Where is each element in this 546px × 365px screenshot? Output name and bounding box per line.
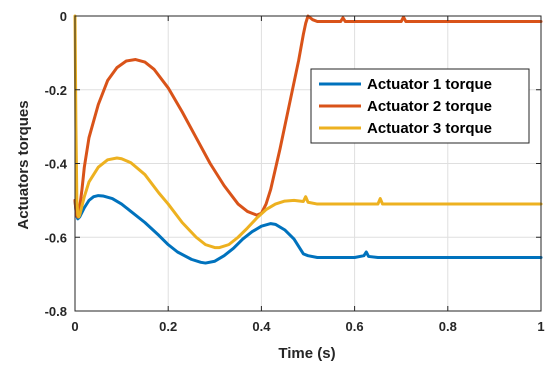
y-axis-label: Actuators torques bbox=[15, 100, 32, 229]
legend-label: Actuator 3 torque bbox=[367, 120, 492, 137]
x-tick-label: 0.6 bbox=[346, 319, 364, 334]
series-layer bbox=[73, 14, 543, 265]
series-line-actuator-3 bbox=[73, 14, 543, 250]
y-tick-label: -0.8 bbox=[45, 304, 67, 319]
legend-label: Actuator 2 torque bbox=[367, 98, 492, 115]
x-tick-label: 0.4 bbox=[252, 319, 271, 334]
x-tick-label: 1 bbox=[537, 319, 544, 334]
y-tick-label: -0.2 bbox=[45, 83, 67, 98]
y-tick-label: 0 bbox=[60, 9, 67, 24]
y-tick-label: -0.4 bbox=[45, 157, 68, 172]
legend-label: Actuator 1 torque bbox=[367, 76, 492, 93]
x-axis-label: Time (s) bbox=[278, 345, 335, 362]
legend: Actuator 1 torque Actuator 2 torque Actuat… bbox=[310, 68, 530, 144]
series-line-actuator-1 bbox=[73, 194, 543, 265]
x-tick-label: 0.2 bbox=[159, 319, 177, 334]
ticks: 0 0.2 0.4 0.6 0.8 1 -0.8 -0.6 -0.4 -0.2 0 bbox=[45, 9, 545, 334]
series-line-actuator-2 bbox=[73, 14, 543, 219]
x-tick-label: 0 bbox=[71, 319, 78, 334]
x-tick-label: 0.8 bbox=[439, 319, 457, 334]
y-tick-label: -0.6 bbox=[45, 230, 67, 245]
